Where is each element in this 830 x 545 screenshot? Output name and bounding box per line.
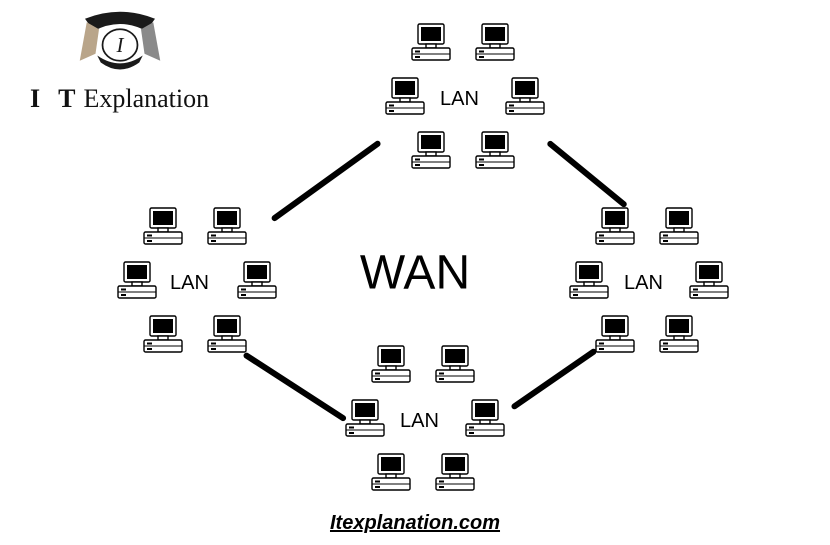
computer-icon <box>654 204 704 254</box>
wan-link <box>510 348 597 411</box>
lan-label: LAN <box>400 410 439 433</box>
computer-icon <box>366 342 416 392</box>
lan-label: LAN <box>624 272 663 295</box>
lan-label: LAN <box>170 272 209 295</box>
computer-icon <box>232 258 282 308</box>
computer-icon <box>202 204 252 254</box>
computer-icon <box>654 312 704 362</box>
computer-icon <box>470 20 520 70</box>
computer-icon <box>500 74 550 124</box>
computer-icon <box>406 20 456 70</box>
brand-it: I T <box>30 84 82 113</box>
computer-icon <box>366 450 416 500</box>
footer-url: Itexplanation.com <box>330 512 500 535</box>
computer-icon <box>470 128 520 178</box>
computer-icon <box>406 128 456 178</box>
computer-icon <box>564 258 614 308</box>
computer-icon <box>340 396 390 446</box>
computer-icon <box>684 258 734 308</box>
computer-icon <box>112 258 162 308</box>
computer-icon <box>460 396 510 446</box>
brand-name: I TExplanation <box>30 84 210 114</box>
computer-icon <box>430 450 480 500</box>
computer-icon <box>430 342 480 392</box>
brand-rest: Explanation <box>84 84 210 113</box>
computer-icon <box>138 312 188 362</box>
brand-logo: I I TExplanation <box>30 10 210 114</box>
svg-text:I: I <box>116 33 125 57</box>
wan-link <box>270 140 382 223</box>
lan-label: LAN <box>440 88 479 111</box>
computer-icon <box>138 204 188 254</box>
computer-icon <box>590 204 640 254</box>
computer-icon <box>202 312 252 362</box>
wan-link <box>242 351 347 422</box>
computer-icon <box>380 74 430 124</box>
wan-label: WAN <box>360 245 470 300</box>
computer-icon <box>590 312 640 362</box>
logo-mark-icon: I <box>75 10 165 80</box>
wan-link <box>546 140 628 209</box>
